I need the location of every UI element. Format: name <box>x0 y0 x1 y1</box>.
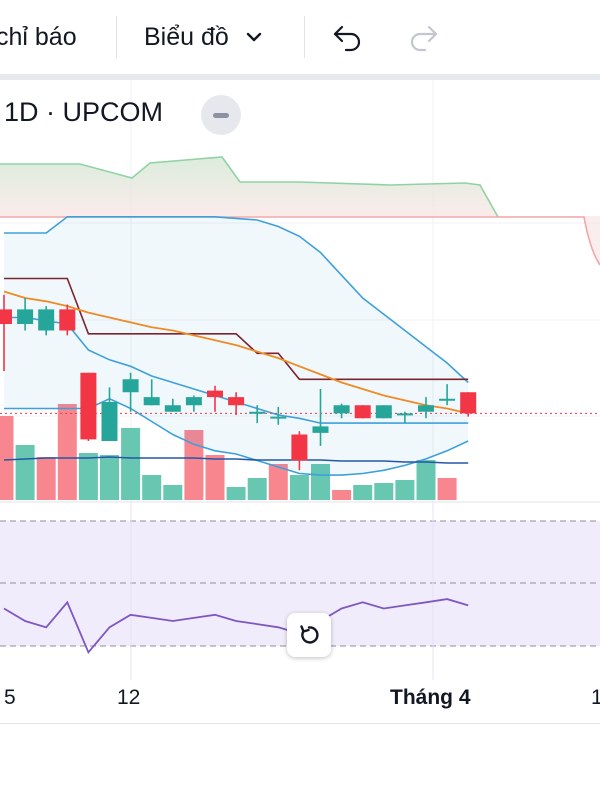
bollinger-upper-line <box>4 216 469 384</box>
chart-area[interactable]: 1D · UPCOM 5 12 Tháng 4 1 <box>0 80 600 800</box>
redo-icon <box>410 25 438 52</box>
redo-button[interactable] <box>406 18 440 56</box>
volume-bar <box>184 430 204 500</box>
volume-bar <box>163 485 183 500</box>
minus-icon <box>213 112 229 118</box>
candle-body <box>185 397 202 406</box>
candle-body <box>312 426 329 433</box>
candle-body <box>333 405 350 414</box>
volume-bar <box>247 478 267 500</box>
candle-body <box>207 390 223 398</box>
indicators-label: chỉ báo <box>0 22 77 51</box>
volume-ma-line <box>3 456 469 464</box>
reset-chart-button[interactable] <box>287 613 331 657</box>
chart-type-button[interactable]: Biểu đồ <box>144 18 265 56</box>
volume-bar <box>0 416 14 500</box>
cloud-red-line <box>0 216 600 266</box>
toolbar-divider <box>304 16 305 58</box>
chart-type-label: Biểu đồ <box>144 22 229 51</box>
candle-body <box>38 309 55 331</box>
volume-bar <box>416 460 436 500</box>
candle-body <box>0 309 12 324</box>
volume-bar <box>36 457 56 500</box>
volume-bar <box>15 445 35 500</box>
candle-body <box>164 405 181 412</box>
volume-bar <box>289 475 309 500</box>
candle-body <box>122 379 139 393</box>
cloud-green-fill <box>0 157 498 217</box>
volume-bar <box>57 404 77 500</box>
volume-bar <box>395 480 415 500</box>
candle-body <box>17 309 34 324</box>
candle-body <box>270 416 287 419</box>
candle-body <box>375 405 392 419</box>
x-axis-label-cut: 1 <box>591 686 600 709</box>
candle-body <box>80 372 97 440</box>
candle-body <box>418 405 434 412</box>
undo-button[interactable] <box>331 18 365 56</box>
candles <box>0 294 477 471</box>
volume-bar <box>100 455 119 500</box>
x-axis-label: Tháng 4 <box>390 686 471 709</box>
volume-bar <box>268 464 288 500</box>
volume-bar <box>311 464 330 500</box>
baseline-line <box>4 277 469 381</box>
volume-bar <box>374 483 394 500</box>
candle-body <box>249 411 266 414</box>
volume-bar <box>437 478 457 500</box>
candle-body <box>101 402 118 441</box>
bottom-divider <box>0 723 600 724</box>
undo-icon <box>333 25 361 52</box>
candle-body <box>439 398 456 401</box>
collapse-legend-button[interactable] <box>201 95 241 135</box>
rsi-line <box>3 598 469 655</box>
candle-body <box>396 413 413 416</box>
cloud-green-line <box>0 156 499 218</box>
volume-bar <box>332 490 352 500</box>
toolbar-divider <box>116 16 117 58</box>
volume-bars <box>0 404 457 500</box>
volume-bar <box>78 453 98 500</box>
candle-body <box>291 434 308 461</box>
rotate-icon <box>300 625 319 644</box>
x-axis-label-cut: 5 <box>4 686 16 709</box>
volume-bar <box>205 455 225 500</box>
candle-body <box>228 397 245 406</box>
volume-bar <box>353 485 373 500</box>
candle-body <box>460 392 477 414</box>
candle-body <box>59 309 76 331</box>
price-chart[interactable] <box>0 80 600 800</box>
candle-body <box>143 397 160 406</box>
moving-average-line <box>3 290 469 415</box>
candle-body <box>354 405 371 419</box>
x-axis-label: 12 <box>117 686 141 709</box>
volume-bar <box>142 475 162 500</box>
volume-bar <box>121 428 141 500</box>
chevron-down-icon <box>246 32 261 42</box>
toolbar: chỉ báo Biểu đồ <box>0 0 600 74</box>
toolbar-shadow <box>0 74 600 80</box>
indicators-button[interactable]: chỉ báo <box>0 18 77 56</box>
cloud <box>0 156 600 266</box>
volume-bar <box>226 487 246 500</box>
symbol-label: 1D · UPCOM <box>4 97 164 127</box>
